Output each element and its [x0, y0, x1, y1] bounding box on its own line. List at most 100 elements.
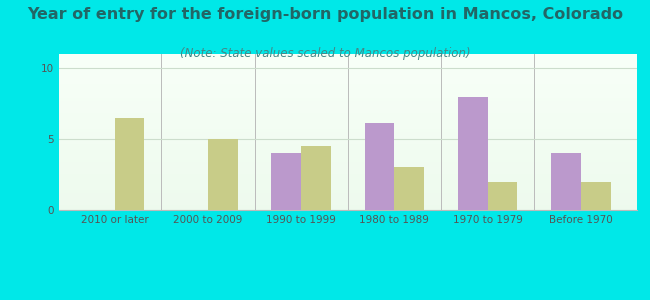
Legend: Mancos, Colorado: Mancos, Colorado [260, 297, 436, 300]
Bar [58, 137, 637, 138]
Bar [58, 134, 637, 135]
Bar [58, 65, 637, 67]
Bar [58, 115, 637, 116]
Bar [58, 208, 637, 210]
Bar [58, 148, 637, 149]
Bar [58, 124, 637, 126]
Bar [58, 71, 637, 73]
Bar [58, 90, 637, 92]
Bar [58, 74, 637, 76]
Bar [58, 191, 637, 193]
Bar [58, 204, 637, 205]
Bar [58, 62, 637, 63]
Bar [58, 84, 637, 85]
Bar [58, 196, 637, 197]
Bar [58, 96, 637, 98]
Bar [58, 79, 637, 80]
Bar [58, 174, 637, 176]
Bar [58, 169, 637, 171]
Bar [271, 153, 301, 210]
Bar [58, 132, 637, 134]
Bar [58, 106, 637, 107]
Bar [581, 182, 611, 210]
Bar [458, 97, 488, 210]
Bar [58, 193, 637, 194]
Bar [58, 54, 637, 56]
Bar [58, 176, 637, 177]
Bar [58, 202, 637, 204]
Bar [58, 87, 637, 88]
Bar [58, 205, 637, 207]
Bar [58, 56, 637, 57]
Bar [58, 149, 637, 151]
Bar [551, 153, 581, 210]
Bar [58, 110, 637, 112]
Bar [58, 185, 637, 187]
Bar [58, 112, 637, 113]
Bar [58, 60, 637, 62]
Bar [58, 130, 637, 132]
Bar [114, 118, 144, 210]
Bar [58, 162, 637, 163]
Bar [208, 139, 238, 210]
Bar [58, 116, 637, 118]
Bar [58, 201, 637, 202]
Bar [58, 76, 637, 77]
Bar [58, 99, 637, 101]
Bar [58, 171, 637, 172]
Bar [58, 109, 637, 110]
Bar [58, 154, 637, 155]
Bar [58, 177, 637, 179]
Bar [58, 141, 637, 143]
Bar [58, 93, 637, 94]
Bar [58, 126, 637, 127]
Bar [58, 190, 637, 191]
Bar [58, 138, 637, 140]
Bar [58, 168, 637, 170]
Bar [58, 207, 637, 208]
Bar [58, 172, 637, 174]
Bar [58, 145, 637, 146]
Bar [58, 127, 637, 129]
Bar [58, 152, 637, 154]
Bar [58, 59, 637, 60]
Bar [58, 118, 637, 119]
Bar [301, 146, 331, 210]
Bar [58, 194, 637, 196]
Bar [58, 107, 637, 109]
Bar [395, 167, 424, 210]
Bar [58, 179, 637, 180]
Bar [58, 121, 637, 123]
Bar [58, 158, 637, 160]
Text: (Note: State values scaled to Mancos population): (Note: State values scaled to Mancos pop… [179, 46, 471, 59]
Bar [58, 197, 637, 199]
Bar [58, 140, 637, 141]
Bar [58, 77, 637, 79]
Bar [58, 68, 637, 70]
Bar [58, 63, 637, 65]
Bar [58, 70, 637, 71]
Bar [58, 80, 637, 82]
Bar [58, 182, 637, 184]
Bar [58, 143, 637, 145]
Bar [58, 129, 637, 130]
Bar [58, 67, 637, 68]
Bar [58, 188, 637, 190]
Bar [58, 102, 637, 104]
Bar [58, 98, 637, 99]
Bar [58, 135, 637, 137]
Bar [58, 123, 637, 124]
Bar [58, 146, 637, 148]
Bar [58, 101, 637, 102]
Bar [58, 82, 637, 84]
Bar [58, 199, 637, 201]
Bar [58, 157, 637, 158]
Bar [58, 119, 637, 121]
Bar [58, 73, 637, 74]
Bar [58, 57, 637, 59]
Text: Year of entry for the foreign-born population in Mancos, Colorado: Year of entry for the foreign-born popul… [27, 8, 623, 22]
Bar [58, 94, 637, 96]
Bar [58, 155, 637, 157]
Bar [488, 182, 517, 210]
Bar [58, 151, 637, 152]
